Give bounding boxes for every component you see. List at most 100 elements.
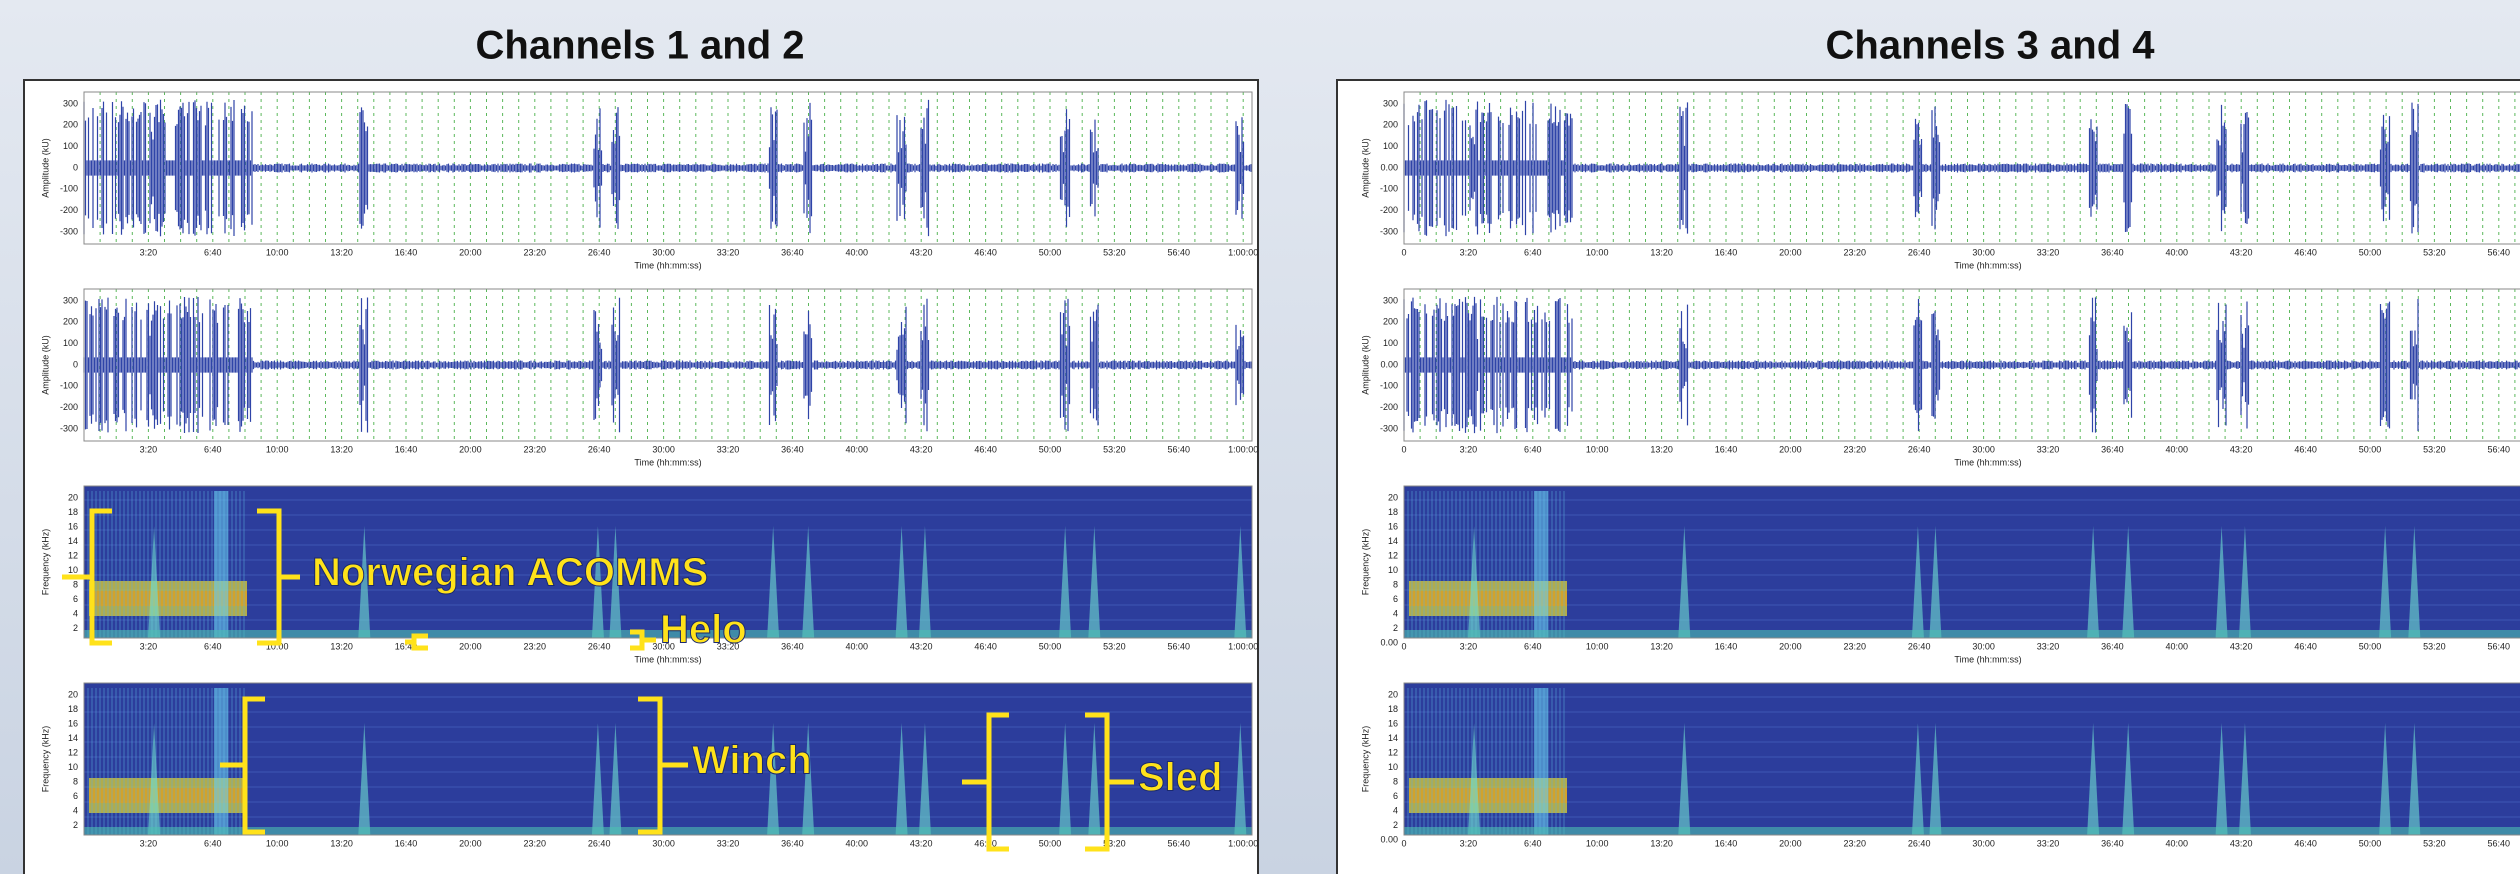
x-tick-label: 40:00 [2166, 641, 2189, 651]
y-tick-label: 300 [1383, 295, 1398, 305]
y-tick-label: -200 [1380, 402, 1398, 412]
x-tick-label: 30:00 [652, 247, 675, 257]
y-tick-label: -300 [1380, 226, 1398, 236]
y-tick-label: 0 [73, 359, 78, 369]
x-tick-label: 36:40 [781, 247, 804, 257]
x-tick-label: 30:00 [652, 838, 675, 848]
x-tick-label: 23:20 [1844, 247, 1867, 257]
y-tick-label: 2 [73, 623, 78, 633]
x-tick-label: 13:20 [1650, 838, 1673, 848]
y-tick-label: 6 [73, 594, 78, 604]
y-tick-label: 20 [1388, 492, 1398, 502]
energy-band [214, 688, 228, 835]
x-tick-label: 33:20 [2037, 838, 2060, 848]
x-tick-label: 23:20 [524, 641, 547, 651]
x-tick-label: 56:40 [1168, 247, 1191, 257]
y-tick-label: 0 [73, 162, 78, 172]
panel-title: Channels 1 and 2 [476, 24, 805, 68]
y-tick-label: -200 [1380, 205, 1398, 215]
y-tick-label: 0.00 [1380, 637, 1398, 647]
x-axis-label: Time (hh:mm:ss) [634, 457, 701, 467]
x-axis-label: Time (hh:mm:ss) [634, 260, 701, 270]
x-tick-label: 56:40 [1168, 444, 1191, 454]
x-tick-label: 10:00 [1586, 247, 1609, 257]
x-tick-label: 16:40 [1715, 247, 1738, 257]
y-tick-label: 18 [1388, 507, 1398, 517]
x-tick-label: 30:00 [1972, 838, 1995, 848]
x-tick-label: 43:20 [910, 838, 933, 848]
x-tick-label: 26:40 [1908, 247, 1931, 257]
y-tick-label: 300 [1383, 98, 1398, 108]
x-tick-label: 6:40 [1524, 247, 1542, 257]
y-axis-label: Amplitude (kU) [40, 335, 50, 395]
x-tick-label: 56:40 [2488, 641, 2511, 651]
x-tick-label: 6:40 [204, 838, 222, 848]
x-tick-label: 36:40 [781, 641, 804, 651]
y-tick-label: 14 [1388, 733, 1398, 743]
x-tick-label: 56:40 [1168, 838, 1191, 848]
x-tick-label: 20:00 [1779, 247, 1802, 257]
y-tick-label: -200 [60, 402, 78, 412]
y-axis-label: Frequency (kHz) [40, 529, 50, 596]
x-tick-label: 1:00:00 [1228, 838, 1258, 848]
y-tick-label: -100 [60, 381, 78, 391]
x-tick-label: 0 [1401, 641, 1406, 651]
y-tick-label: 10 [1388, 762, 1398, 772]
x-tick-label: 16:40 [1715, 444, 1738, 454]
x-tick-label: 20:00 [459, 444, 482, 454]
x-tick-label: 50:00 [2359, 641, 2382, 651]
x-tick-label: 36:40 [781, 444, 804, 454]
x-tick-label: 0 [1401, 444, 1406, 454]
x-tick-label: 23:20 [1844, 838, 1867, 848]
y-tick-label: 4 [73, 608, 78, 618]
x-tick-label: 13:20 [330, 641, 353, 651]
x-tick-label: 50:00 [1039, 641, 1062, 651]
annotation: Winch [692, 739, 812, 783]
x-tick-label: 43:20 [2230, 838, 2253, 848]
x-tick-label: 3:20 [1460, 838, 1478, 848]
spectrogram [1404, 486, 2520, 638]
x-tick-label: 40:00 [846, 247, 869, 257]
x-tick-label: 16:40 [395, 247, 418, 257]
y-tick-label: 6 [73, 791, 78, 801]
y-tick-label: 300 [63, 295, 78, 305]
x-tick-label: 46:40 [2294, 247, 2317, 257]
x-tick-label: 20:00 [1779, 444, 1802, 454]
x-tick-label: 13:20 [330, 838, 353, 848]
y-tick-label: -300 [1380, 423, 1398, 433]
x-axis-label: Time (hh:mm:ss) [1954, 654, 2021, 664]
x-tick-label: 10:00 [1586, 444, 1609, 454]
x-tick-label: 43:20 [910, 444, 933, 454]
y-tick-label: 14 [1388, 536, 1398, 546]
screen: Channels 1 and 23002001000-100-200-300Am… [0, 0, 2520, 874]
x-tick-label: 3:20 [1460, 444, 1478, 454]
x-tick-label: 50:00 [1039, 838, 1062, 848]
energy-band [1534, 688, 1548, 835]
x-tick-label: 46:40 [974, 641, 997, 651]
x-tick-label: 6:40 [1524, 444, 1542, 454]
x-tick-label: 23:20 [524, 444, 547, 454]
y-tick-label: 0.00 [1380, 359, 1398, 369]
x-tick-label: 1:00:00 [1228, 444, 1258, 454]
y-tick-label: 200 [63, 317, 78, 327]
x-tick-label: 46:40 [2294, 838, 2317, 848]
y-tick-label: 16 [1388, 718, 1398, 728]
y-tick-label: 8 [1393, 776, 1398, 786]
x-tick-label: 40:00 [846, 641, 869, 651]
x-tick-label: 40:00 [846, 444, 869, 454]
y-tick-label: 100 [1383, 338, 1398, 348]
x-axis-label: Time (hh:mm:ss) [1954, 260, 2021, 270]
y-tick-label: 8 [1393, 579, 1398, 589]
x-tick-label: 13:20 [330, 444, 353, 454]
x-tick-label: 33:20 [717, 247, 740, 257]
spectrogram [1404, 683, 2520, 835]
x-tick-label: 16:40 [395, 444, 418, 454]
x-tick-label: 20:00 [459, 641, 482, 651]
plot: 3002001000.00-100-200-300Amplitude (kU)0… [1360, 92, 2520, 270]
x-tick-label: 50:00 [2359, 247, 2382, 257]
x-tick-label: 23:20 [524, 247, 547, 257]
x-tick-label: 6:40 [204, 444, 222, 454]
